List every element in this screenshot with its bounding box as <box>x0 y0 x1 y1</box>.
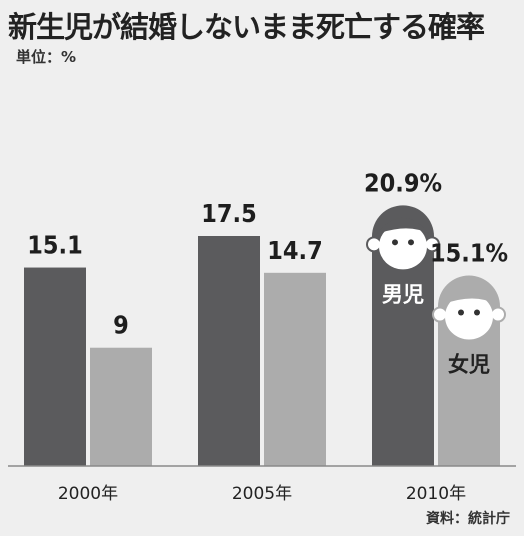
fringe-shape <box>376 217 430 235</box>
data-label: 15.1 <box>27 231 83 260</box>
bar-male <box>198 236 260 466</box>
male-face-icon: 男児 <box>366 205 440 306</box>
face-shape <box>379 223 427 270</box>
series-label: 女児 <box>448 353 490 377</box>
eye-shape <box>408 239 414 246</box>
data-label: 17.5 <box>201 199 257 228</box>
ear-shape <box>432 306 448 323</box>
data-label: 9 <box>113 311 129 340</box>
ear-shape <box>366 236 382 253</box>
bars-group <box>24 236 500 466</box>
x-tick-label: 2010年 <box>406 484 466 504</box>
ear-shape <box>490 306 506 323</box>
data-label: 20.9% <box>364 168 442 197</box>
female-face-icon: 女児 <box>432 275 506 377</box>
x-tick-label: 2005年 <box>232 484 292 504</box>
eye-shape <box>474 309 480 316</box>
eye-shape <box>392 239 398 246</box>
chart-title: 新生児が結婚しないまま死亡する確率 <box>8 10 485 44</box>
value-labels-group: 15.1 17.5 20.9% 9 14.7 15.1% <box>27 168 508 339</box>
data-label: 14.7 <box>267 236 323 265</box>
bar-female <box>264 272 326 466</box>
series-label: 男児 <box>382 282 424 306</box>
data-label: 15.1% <box>430 239 508 268</box>
unit-label: 単位：% <box>16 48 77 66</box>
face-shape <box>445 293 493 340</box>
bar-male <box>372 236 434 466</box>
bar-female <box>90 347 152 466</box>
source-note: 資料：統計庁 <box>426 511 510 527</box>
x-tick-label: 2000年 <box>58 484 118 504</box>
bar-male <box>24 267 86 466</box>
fringe-shape <box>442 288 496 305</box>
eye-shape <box>458 309 464 316</box>
x-ticks-group: 2000年 2005年 2010年 <box>58 484 466 504</box>
